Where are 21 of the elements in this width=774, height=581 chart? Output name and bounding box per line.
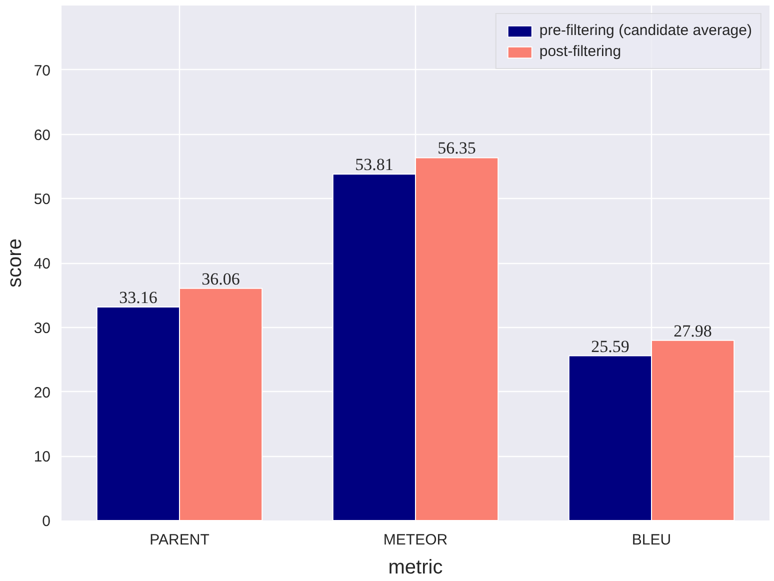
y-tick-label: 40 — [34, 256, 51, 272]
y-tick-label: 10 — [34, 448, 51, 466]
y-tick-label: 70 — [34, 62, 51, 80]
x-tick-label: PARENT — [150, 532, 210, 548]
x-tick-label: METEOR — [383, 532, 448, 548]
y-tick-label: 60 — [34, 126, 51, 144]
y-tick-label: 0 — [42, 513, 50, 530]
data-label: 25.59 — [591, 336, 630, 356]
x-tick-label: BLEU — [632, 532, 672, 548]
y-tick-label: 50 — [34, 191, 51, 208]
legend-label: pre-filtering (candidate average) — [539, 22, 752, 39]
y-tick-label: 30 — [34, 320, 51, 337]
legend-label: post-filtering — [539, 43, 622, 60]
y-tick-label: 20 — [34, 384, 51, 402]
data-label: 33.16 — [119, 288, 158, 308]
y-axis-title: score — [4, 238, 26, 288]
data-label: 27.98 — [674, 321, 712, 340]
x-axis-title: metric — [388, 556, 443, 578]
data-label: 53.81 — [355, 155, 394, 174]
data-label: 36.06 — [202, 269, 240, 288]
data-label: 56.35 — [438, 138, 476, 158]
